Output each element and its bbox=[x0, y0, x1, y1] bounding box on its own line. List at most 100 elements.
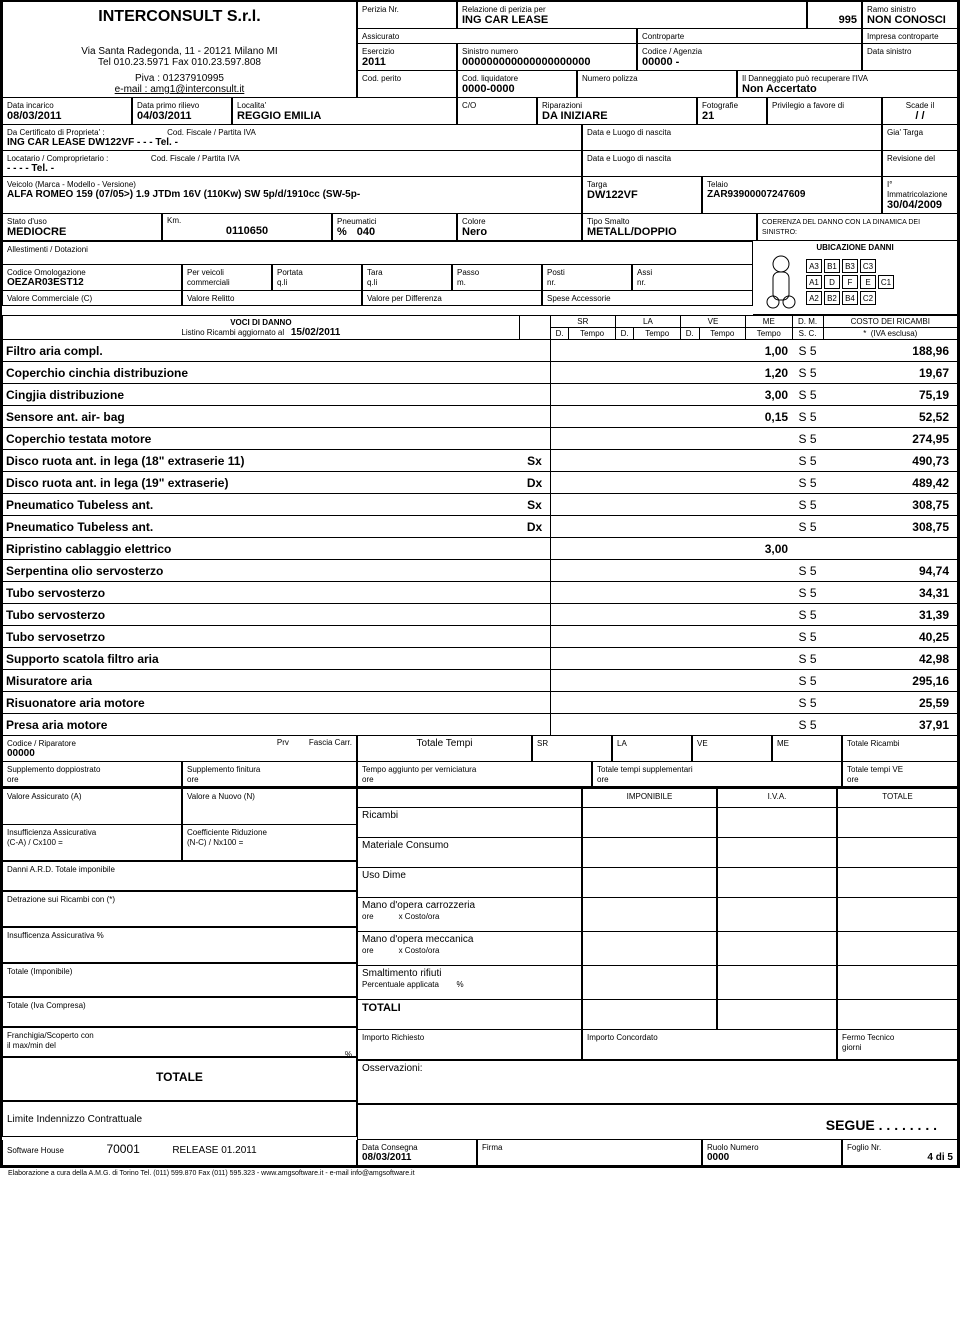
colore-lbl: Colore bbox=[462, 217, 486, 226]
costo-hdr: COSTO DEI RICAMBI bbox=[851, 317, 930, 326]
email-lbl: e-mail : bbox=[115, 84, 151, 95]
damage-row: Ripristino cablaggio elettrico3,00 bbox=[3, 538, 958, 560]
piva: Piva : 01237910995 bbox=[7, 73, 352, 84]
vr-lbl: Valore Relitto bbox=[187, 294, 234, 303]
damage-row: Tubo servosterzoS 531,39 bbox=[3, 604, 958, 626]
pneu-val: 040 bbox=[357, 226, 375, 238]
tel: Tel 010.23.5971 Fax 010.23.597.808 bbox=[7, 57, 352, 68]
perizia-lbl: Perizia Nr. bbox=[362, 5, 399, 14]
telaio-val: ZAR93900007247609 bbox=[707, 189, 805, 200]
sinistro-val: 000000000000000000000 bbox=[462, 56, 590, 68]
sw-num: 70001 bbox=[106, 1142, 139, 1156]
damage-row: Supporto scatola filtro ariaS 542,98 bbox=[3, 648, 958, 670]
ore7: ore bbox=[362, 946, 374, 955]
totali: TOTALI bbox=[362, 1002, 401, 1014]
tot-la: LA bbox=[617, 739, 627, 748]
tot-row2: Supplemento doppiostratoore Supplemento … bbox=[2, 762, 958, 787]
scade-lbl: Scade il bbox=[906, 101, 934, 110]
xc2: x Costo/ora bbox=[399, 946, 440, 955]
email: amg1@interconsult.it bbox=[150, 84, 244, 95]
zone-e: E bbox=[860, 275, 876, 289]
esercizio-lbl: Esercizio bbox=[362, 47, 394, 56]
damage-row: Pneumatico Tubeless ant.SxS 5308,75 bbox=[3, 494, 958, 516]
header-row3: Via Santa Radegonda, 11 - 20121 Milano M… bbox=[2, 44, 958, 71]
cert-val: ING CAR LEASE DW122VF - - - Tel. - bbox=[7, 137, 178, 148]
d-hdr2: D. bbox=[615, 328, 634, 340]
detr: Detrazione sui Ricambi con (*) bbox=[7, 895, 115, 904]
imm-lbl: I° Immatricolazione bbox=[887, 180, 947, 199]
damage-row: Disco ruota ant. in lega (18" extraserie… bbox=[3, 450, 958, 472]
zone-f: F bbox=[842, 275, 858, 289]
cod-fisc-lbl: Cod. Fiscale / Partita IVA bbox=[167, 128, 256, 137]
vehicle-diagram-icon bbox=[757, 252, 805, 312]
footer-credit: Elaborazione a cura della A.M.G. di Tori… bbox=[0, 1168, 960, 1179]
row-veicolo: Veicolo (Marca - Modello - Versione) ALF… bbox=[2, 177, 958, 214]
tot-row1: Codice / Riparatore Fascia Carr. Prv 000… bbox=[2, 736, 958, 762]
zone-a2: A2 bbox=[806, 291, 822, 305]
zone-d: D bbox=[824, 275, 840, 289]
data-incarico-val: 08/03/2011 bbox=[7, 110, 61, 122]
tot-ric: Totale Ricambi bbox=[847, 739, 899, 748]
vc-lbl: Valore Commerciale (C) bbox=[7, 294, 92, 303]
iva-hdr: (IVA esclusa) bbox=[871, 329, 918, 338]
codice-lbl: Codice / Agenzia bbox=[642, 47, 702, 56]
ore5: ore bbox=[847, 775, 859, 784]
row-allest: Allestimenti / Dotazioni Codice Omologaz… bbox=[2, 241, 958, 315]
header-row2: Assicurato Controparte Impresa contropar… bbox=[2, 29, 958, 44]
tot-ve-lbl: Totale tempi VE bbox=[847, 765, 903, 774]
damage-row: Serpentina olio servosterzoS 594,74 bbox=[3, 560, 958, 582]
veicolo-lbl: Veicolo (Marca - Modello - Versione) bbox=[7, 180, 136, 189]
passo-val: m. bbox=[457, 278, 466, 287]
supp-fin: Supplemento finitura bbox=[187, 765, 260, 774]
page: INTERCONSULT S.r.l. Perizia Nr. Relazion… bbox=[0, 0, 960, 1168]
val-nuovo: Valore a Nuovo (N) bbox=[187, 792, 255, 801]
damage-row: Coperchio testata motoreS 5274,95 bbox=[3, 428, 958, 450]
relazione-lbl: Relazione di perizia per bbox=[462, 5, 546, 14]
damage-row: Tubo servosterzoS 534,31 bbox=[3, 582, 958, 604]
tot-split: Valore Assicurato (A) Valore a Nuovo (N)… bbox=[2, 787, 958, 1140]
data-primo-lbl: Data primo rilievo bbox=[137, 101, 199, 110]
tipo-lbl: Tipo Smalto bbox=[587, 217, 629, 226]
ca: (C-A) / Cx100 = bbox=[7, 838, 63, 847]
sc-hdr: S. C. bbox=[792, 328, 823, 340]
cod-perito-lbl: Cod. perito bbox=[362, 74, 401, 83]
cod-liq-val: 0000-0000 bbox=[462, 83, 515, 95]
data-primo-val: 04/03/2011 bbox=[137, 110, 191, 122]
uso-dime: Uso Dime bbox=[362, 870, 406, 881]
targa-lbl: Targa bbox=[587, 180, 607, 189]
mano-carr: Mano d'opera carrozzeria bbox=[362, 900, 475, 911]
cod-om-val: OEZAR03EST12 bbox=[7, 277, 84, 288]
ore4: ore bbox=[597, 775, 609, 784]
danni-ard: Danni A.R.D. Totale imponibile bbox=[7, 865, 115, 874]
damage-row: Tubo servosetrzoS 540,25 bbox=[3, 626, 958, 648]
co-lbl: C/O bbox=[462, 101, 476, 110]
row-cert: Da Certificato di Proprieta' : Cod. Fisc… bbox=[2, 125, 958, 151]
fascia: Fascia Carr. bbox=[309, 738, 352, 747]
ore3: ore bbox=[362, 775, 374, 784]
luogo-lbl: Data e Luogo di nascita bbox=[587, 128, 671, 137]
zone-b2: B2 bbox=[824, 291, 840, 305]
rip-val: DA INIZIARE bbox=[542, 110, 608, 122]
telaio-lbl: Telaio bbox=[707, 180, 728, 189]
zone-b4: B4 bbox=[842, 291, 858, 305]
km-lbl: Km. bbox=[167, 216, 327, 225]
release: RELEASE 01.2011 bbox=[172, 1145, 256, 1156]
num: 995 bbox=[812, 14, 857, 26]
zone-b3: B3 bbox=[842, 259, 858, 273]
tot-me: ME bbox=[777, 739, 789, 748]
sinistro-lbl: Sinistro numero bbox=[462, 47, 518, 56]
ve-hdr: VE bbox=[680, 316, 745, 328]
ruolo: Ruolo Numero bbox=[707, 1143, 759, 1152]
rev-lbl: Revisione del bbox=[887, 154, 935, 163]
cod-fisc-lbl2: Cod. Fiscale / Partita IVA bbox=[151, 154, 240, 163]
damage-row: Coperchio cinchia distribuzione1,20S 519… bbox=[3, 362, 958, 384]
sw: Software House bbox=[7, 1146, 64, 1155]
sa-lbl: Spese Accessorie bbox=[547, 294, 611, 303]
tot-imp: Totale (Imponibile) bbox=[7, 967, 72, 976]
tot-ve: VE bbox=[697, 739, 708, 748]
zone-a1: A1 bbox=[806, 275, 822, 289]
voci-lbl: VOCI DI DANNO bbox=[230, 318, 291, 327]
esercizio-val: 2011 bbox=[362, 56, 386, 68]
dann-val: Non Accertato bbox=[742, 83, 817, 95]
segue: SEGUE . . . . . . . . bbox=[826, 1117, 937, 1133]
